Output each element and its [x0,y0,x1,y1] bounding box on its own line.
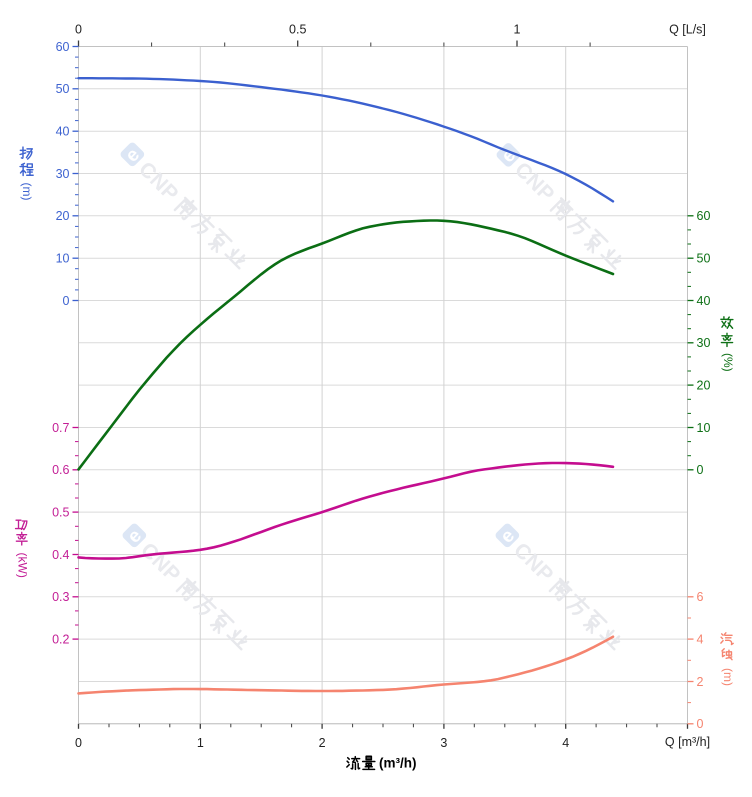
svg-text:0.5: 0.5 [52,505,69,519]
svg-text:0.7: 0.7 [52,421,69,435]
svg-text:6: 6 [697,590,704,604]
svg-text:0.5: 0.5 [289,23,306,37]
svg-text:1: 1 [197,736,204,750]
svg-text:60: 60 [697,209,711,223]
svg-text:3: 3 [440,736,447,750]
svg-text:20: 20 [697,378,711,392]
svg-text:(m): (m) [721,668,735,686]
svg-text:20: 20 [56,209,70,223]
svg-text:(kW): (kW) [16,553,30,578]
svg-text:0: 0 [63,294,70,308]
svg-text:10: 10 [56,251,70,265]
svg-text:0.6: 0.6 [52,463,69,477]
svg-text:1: 1 [514,23,521,37]
svg-text:40: 40 [56,124,70,138]
svg-text:0.4: 0.4 [52,548,69,562]
svg-text:10: 10 [697,421,711,435]
svg-text:0.3: 0.3 [52,590,69,604]
svg-text:(%): (%) [721,353,735,372]
svg-text:60: 60 [56,40,70,54]
svg-text:4: 4 [562,736,569,750]
svg-text:0: 0 [697,717,704,731]
svg-text:(m³/h): (m³/h) [379,756,417,771]
svg-text:50: 50 [697,251,711,265]
svg-text:Q [L/s]: Q [L/s] [669,23,706,37]
svg-text:0: 0 [75,23,82,37]
svg-text:0: 0 [75,736,82,750]
svg-text:30: 30 [56,167,70,181]
svg-text:Q [m³/h]: Q [m³/h] [665,735,710,749]
svg-text:0.2: 0.2 [52,632,69,646]
svg-text:4: 4 [697,632,704,646]
svg-text:0: 0 [697,463,704,477]
svg-text:30: 30 [697,336,711,350]
svg-text:40: 40 [697,294,711,308]
svg-text:2: 2 [319,736,326,750]
svg-text:50: 50 [56,82,70,96]
svg-text:(m): (m) [20,183,34,201]
svg-text:2: 2 [697,675,704,689]
